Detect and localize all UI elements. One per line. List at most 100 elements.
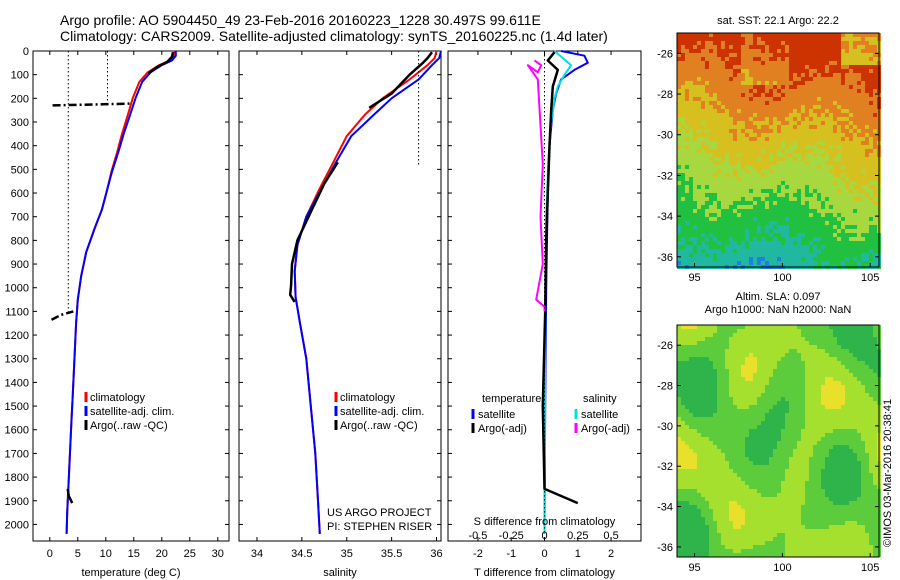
- map-raster: [677, 325, 881, 557]
- y-tick-label: 1300: [5, 354, 29, 366]
- series-line-argo-raw-qc: [368, 51, 433, 109]
- y-tick-label: 1500: [5, 401, 29, 413]
- x-tick-label: -2: [473, 548, 483, 560]
- y-tick-label: 1700: [5, 448, 29, 460]
- x-axis-label: temperature (deg C): [81, 567, 180, 579]
- y-tick-label: 300: [11, 117, 29, 129]
- x-tick-label: 30: [212, 548, 224, 560]
- x-tick-label: 34: [251, 548, 263, 560]
- x-tick-label: 2: [608, 548, 614, 560]
- y-tick-label: -36: [657, 542, 673, 554]
- x-tick-label: -1: [506, 548, 516, 560]
- y-tick-label: -32: [657, 461, 673, 473]
- x-tick-label: 0: [541, 548, 547, 560]
- x-tick-label: 15: [128, 548, 140, 560]
- header-line-profile: Argo profile: AO 5904450_49 23-Feb-2016 …: [60, 12, 541, 28]
- x-tick-label: 35.5: [381, 548, 402, 560]
- series-line-argo-raw-qc: [288, 161, 339, 303]
- series-line-argo-adj: [526, 59, 546, 312]
- temperature-profile-panel: 0100200300400500600700800900100011001200…: [5, 46, 230, 579]
- legend-label: satellite: [478, 409, 515, 421]
- map-frame: [676, 32, 880, 268]
- x-axis-label-top: S difference from climatology: [474, 516, 616, 528]
- y-tick-label: 1600: [5, 425, 29, 437]
- salinity-profile-panel: 34 34.5 35 35.5 36 salinity climatology satelli…: [238, 50, 443, 579]
- x-tick-label-top: -0.5: [468, 530, 487, 542]
- x-tick-label: 0: [47, 548, 53, 560]
- y-tick-label: 400: [11, 141, 29, 153]
- y-tick-label: 700: [11, 212, 29, 224]
- x-tick-label: 105: [861, 562, 879, 574]
- series-line-argo-raw-qc: [52, 102, 132, 107]
- x-tick-label-top: 0.25: [567, 530, 588, 542]
- x-tick-label: 95: [688, 562, 700, 574]
- series-line-argo-raw-qc: [147, 51, 175, 75]
- x-tick-label: 34.5: [291, 548, 312, 560]
- header-line-climatology: Climatology: CARS2009. Satellite-adjuste…: [60, 28, 608, 44]
- y-tick-label: -28: [657, 381, 673, 393]
- legend-label: satellite-adj. clim.: [340, 406, 424, 418]
- map-frame: [676, 324, 880, 558]
- y-tick-label: 800: [11, 235, 29, 247]
- series-line-argo-adj: [541, 51, 579, 505]
- legend-label: Argo(..raw -QC): [340, 420, 418, 432]
- y-tick-label: -28: [657, 89, 673, 101]
- x-tick-label: 35: [341, 548, 353, 560]
- y-tick-label: 1900: [5, 496, 29, 508]
- x-tick-label-top: 0: [541, 530, 547, 542]
- y-tick-label: -36: [657, 252, 673, 264]
- y-tick-label: -34: [657, 502, 673, 514]
- map-title: Altim. SLA: 0.097: [736, 291, 821, 303]
- legend-label: Argo(..raw -QC): [90, 420, 168, 432]
- map-title: Argo h1000: NaN h2000: NaN: [705, 304, 852, 316]
- y-tick-label: 1800: [5, 472, 29, 484]
- series-line-satellite: [543, 50, 573, 534]
- x-tick-label-top: -0.25: [499, 530, 524, 542]
- y-tick-label: 900: [11, 259, 29, 271]
- x-tick-label: 36: [430, 548, 442, 560]
- legend-label: satellite: [581, 409, 618, 421]
- plot-frame: [238, 50, 442, 542]
- series-line-climatology: [65, 50, 176, 534]
- y-tick-label: 1200: [5, 330, 29, 342]
- x-tick-label: 25: [184, 548, 196, 560]
- y-tick-label: -30: [657, 421, 673, 433]
- difference-profile-panel: -2 -1 0 1 2 T difference from climatology S di…: [447, 50, 642, 579]
- figure-header: Argo profile: AO 5904450_49 23-Feb-2016 …: [60, 12, 608, 44]
- y-tick-label: -26: [657, 340, 673, 352]
- y-tick-label: 100: [11, 70, 29, 82]
- legend-header: temperature: [482, 393, 541, 405]
- x-tick-label: 20: [156, 548, 168, 560]
- footer-credit: ©IMOS 03-Mar-2016 20:38:41: [882, 399, 894, 547]
- y-tick-label: 0: [23, 46, 29, 58]
- legend-label: satellite-adj. clim.: [90, 406, 174, 418]
- x-tick-label: 95: [688, 272, 700, 284]
- y-tick-label: 500: [11, 164, 29, 176]
- x-tick-label: 100: [773, 272, 791, 284]
- legend-label: Argo(-adj): [581, 423, 630, 435]
- sst-map: sat. SST: 22.1 Argo: 22.2 95 100 105 -26 -28 -…: [657, 15, 881, 284]
- legend-header: salinity: [583, 393, 617, 405]
- map-raster: [677, 33, 881, 269]
- map-title: sat. SST: 22.1 Argo: 22.2: [717, 15, 839, 27]
- project-annotation: US ARGO PROJECT: [327, 507, 432, 519]
- x-tick-label: 105: [861, 272, 879, 284]
- y-tick-label: -30: [657, 130, 673, 142]
- y-tick-label: 600: [11, 188, 29, 200]
- plot-frame: [32, 50, 230, 542]
- series-line-satellite-adj-clim: [65, 51, 177, 534]
- legend-label: Argo(-adj): [478, 423, 527, 435]
- y-tick-label: 1400: [5, 377, 29, 389]
- y-tick-label: 1000: [5, 283, 29, 295]
- y-tick-label: 200: [11, 93, 29, 105]
- series-line-argo-raw-qc: [50, 310, 74, 321]
- series-line-argo-raw-qc: [66, 488, 74, 504]
- legend-label: climatology: [90, 392, 146, 404]
- x-axis-label: T difference from climatology: [474, 567, 615, 579]
- y-tick-label: -34: [657, 211, 673, 223]
- x-tick-label: 1: [575, 548, 581, 560]
- y-tick-label: -32: [657, 170, 673, 182]
- y-tick-label: 1100: [5, 306, 29, 318]
